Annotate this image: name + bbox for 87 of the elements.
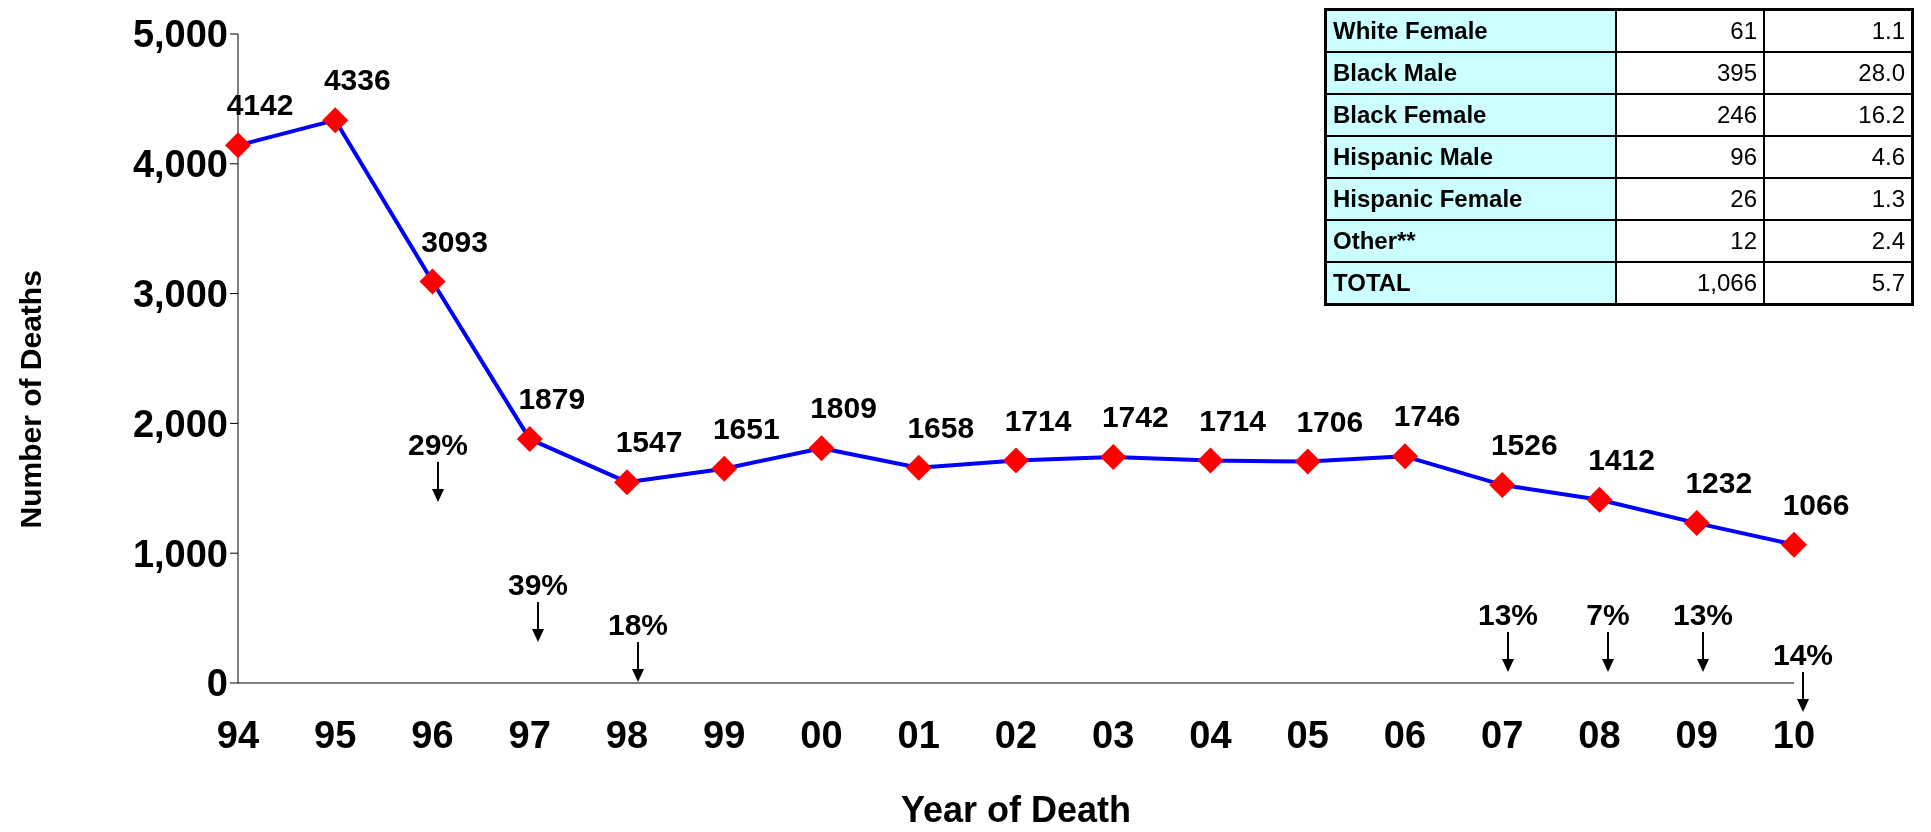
data-label: 3093: [421, 224, 488, 258]
y-tick-label: 5,000: [132, 13, 228, 56]
data-label: 1742: [1101, 399, 1169, 433]
x-tick-label: 05: [1286, 713, 1329, 756]
data-label: 1066: [1782, 487, 1850, 521]
annotation: 26: [1616, 178, 1764, 220]
y-tick-label: 2,000: [132, 402, 228, 445]
annotation: 96: [1616, 136, 1764, 178]
x-tick-label: 06: [1383, 713, 1427, 756]
point: [419, 268, 446, 295]
data-label: 1412: [1588, 442, 1655, 476]
point: [1781, 531, 1807, 558]
data-label: 1706: [1296, 404, 1364, 438]
annotation: 12: [1616, 220, 1764, 262]
annotation: Hispanic Male: [1325, 136, 1616, 178]
annotation: 29%: [406, 428, 469, 462]
data-label: 1651: [712, 411, 780, 445]
annotation: White Female: [1325, 9, 1616, 52]
data-label: 1547: [615, 425, 683, 459]
text: 28.0: [1764, 52, 1913, 94]
annotation: 39%: [506, 568, 569, 602]
data-label: 4142: [226, 88, 294, 122]
y-axis-title: Number of Deaths: [13, 270, 47, 529]
text: 16.2: [1764, 94, 1913, 136]
y-tick-label: 3,000: [132, 273, 228, 316]
point: [1586, 486, 1613, 513]
data-label: 4336: [323, 63, 391, 97]
x-tick-label: 09: [1675, 713, 1718, 756]
point: [711, 455, 738, 482]
text: 1.3: [1764, 178, 1913, 220]
point: [225, 132, 251, 159]
x-tick-label: 10: [1772, 713, 1816, 756]
annotation: TOTAL: [1325, 262, 1616, 305]
text: 5.7: [1764, 262, 1913, 305]
point: [1100, 443, 1127, 470]
text: 1.1: [1764, 9, 1913, 52]
annotation: Hispanic Female: [1325, 178, 1616, 220]
point: [1489, 471, 1516, 498]
annotation: 61: [1616, 9, 1764, 52]
point: [808, 435, 835, 462]
data-label: 1809: [810, 391, 877, 425]
annotation: 395: [1616, 52, 1764, 94]
annotation: Black Male: [1325, 52, 1616, 94]
text: 2.4: [1764, 220, 1913, 262]
x-tick-label: 04: [1189, 713, 1232, 756]
point: [1294, 448, 1321, 475]
x-tick-label: 97: [508, 713, 551, 756]
x-tick-label: 95: [314, 713, 357, 756]
x-tick-label: 96: [411, 713, 454, 756]
data-label: 1879: [518, 382, 586, 416]
annotation: 14%: [1771, 638, 1834, 672]
annotation: 1,066: [1616, 262, 1764, 305]
x-tick-label: 99: [703, 713, 746, 756]
point: [614, 469, 640, 496]
annotation: 13%: [1671, 598, 1734, 632]
annotation: 246: [1616, 94, 1764, 136]
y-tick-label: 1,000: [132, 532, 228, 575]
y-tick-label: 4,000: [132, 143, 228, 186]
data-label: 1526: [1490, 427, 1558, 461]
x-tick-label: 03: [1092, 713, 1135, 756]
x-tick-label: 94: [216, 713, 260, 756]
point: [1197, 447, 1224, 474]
x-tick-label: 02: [994, 713, 1038, 756]
point: [1392, 443, 1418, 470]
point: [1003, 447, 1029, 474]
annotation: Other**: [1325, 220, 1616, 262]
annotation: 7%: [1585, 598, 1631, 632]
data-label: 1714: [1004, 403, 1072, 437]
point: [1683, 510, 1710, 537]
x-tick-label: 08: [1578, 713, 1621, 756]
x-axis-title: Year of Death: [900, 789, 1132, 830]
point: [905, 454, 932, 481]
data-label: 1746: [1393, 399, 1461, 433]
text: 4.6: [1764, 136, 1913, 178]
annotation: 18%: [606, 608, 669, 642]
x-tick-label: 98: [605, 713, 649, 756]
data-label: 1658: [907, 410, 975, 444]
point: [322, 107, 349, 134]
x-tick-label: 00: [800, 713, 843, 756]
data-label: 1714: [1199, 403, 1267, 437]
x-tick-label: 01: [897, 713, 940, 756]
annotation: 13%: [1476, 598, 1539, 632]
y-tick-label: 0: [206, 662, 228, 705]
annotation: Black Female: [1325, 94, 1616, 136]
x-tick-label: 07: [1481, 713, 1524, 756]
data-label: 1232: [1685, 466, 1753, 500]
point: [516, 426, 543, 453]
